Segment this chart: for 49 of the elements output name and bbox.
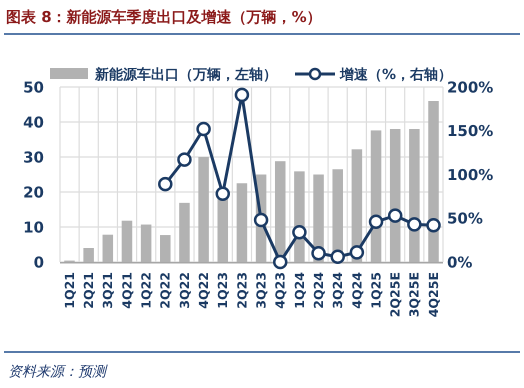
y-tick-label: 30 xyxy=(23,148,44,166)
x-tick-label: 4Q21 xyxy=(119,272,134,309)
x-tick-label: 1Q22 xyxy=(138,272,154,309)
point xyxy=(272,254,288,270)
x-tick-label: 2Q23 xyxy=(234,272,250,309)
text: 资料来源：预测 xyxy=(8,364,108,380)
x-tick-label: 1Q21 xyxy=(62,272,77,309)
y2-tick-label: 150% xyxy=(447,122,494,140)
point xyxy=(350,245,364,260)
y2-tick-label: 200% xyxy=(447,78,494,96)
point xyxy=(292,225,307,240)
chart-title: 图表 8：新能源车季度出口及增速（万辆，%） xyxy=(6,8,322,26)
x-tick-label: 1Q23 xyxy=(215,272,230,309)
point xyxy=(426,218,441,232)
point xyxy=(368,214,384,229)
point xyxy=(158,176,173,192)
x-tick-label: 2Q21 xyxy=(81,272,96,309)
y2-tick-label: 0% xyxy=(447,253,472,272)
y-tick-label: 20 xyxy=(23,183,44,202)
x-tick-label: 3Q25E xyxy=(406,272,422,318)
y-tick-label: 50 xyxy=(23,78,44,96)
point xyxy=(196,122,211,136)
y-tick-label: 0 xyxy=(34,253,44,272)
x-tick-label: 4Q24 xyxy=(349,272,364,309)
y-tick-label: 40 xyxy=(23,113,44,132)
x-tick-label: 2Q22 xyxy=(158,272,173,309)
x-tick-label: 1Q25 xyxy=(368,272,384,309)
point xyxy=(234,88,250,102)
x-tick-label: 3Q23 xyxy=(253,272,268,309)
x-tick-label: 3Q21 xyxy=(100,272,116,309)
point xyxy=(388,208,402,223)
y2-tick-label: 100% xyxy=(447,166,494,184)
point xyxy=(311,246,326,260)
point xyxy=(254,212,268,228)
legend-label: 新能源车出口（万辆，左轴） xyxy=(94,66,277,83)
point xyxy=(407,217,422,232)
point xyxy=(330,250,345,264)
x-tick-label: 4Q22 xyxy=(196,272,211,309)
point xyxy=(216,186,230,201)
x-tick-label: 1Q24 xyxy=(292,272,307,309)
x-tick-label: 4Q25E xyxy=(426,272,441,318)
x-tick-label: 3Q24 xyxy=(330,272,346,309)
x-tick-label: 4Q23 xyxy=(272,272,288,309)
y-tick-label: 10 xyxy=(23,218,44,236)
x-tick-label: 2Q24 xyxy=(310,272,326,309)
x-tick-label: 2Q25E xyxy=(388,272,403,318)
point xyxy=(177,152,192,167)
x-tick-label: 3Q22 xyxy=(176,272,192,309)
y2-tick-label: 50% xyxy=(447,210,483,228)
